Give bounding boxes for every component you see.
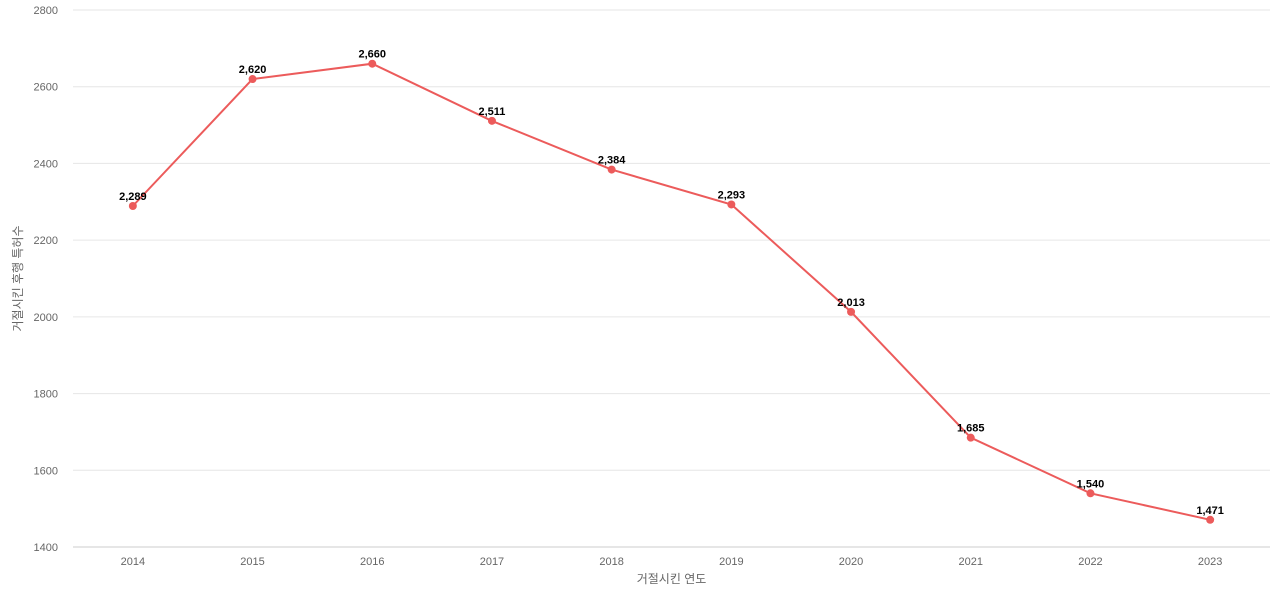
data-point[interactable] [248, 75, 257, 84]
data-label: 2,511 [478, 106, 505, 118]
y-tick-label: 2000 [34, 312, 58, 324]
x-tick-label: 2019 [719, 556, 743, 568]
x-tick-label: 2020 [839, 556, 863, 568]
x-tick-label: 2021 [959, 556, 983, 568]
grid [73, 9, 1270, 548]
y-tick-label: 1400 [34, 542, 58, 554]
data-point[interactable] [727, 200, 736, 209]
data-label: 1,540 [1077, 478, 1105, 490]
y-tick-label: 1600 [34, 465, 58, 477]
y-tick-label: 2200 [34, 235, 58, 247]
data-label: 2,013 [837, 297, 865, 309]
data-point[interactable] [128, 202, 137, 211]
data-point[interactable] [368, 59, 377, 68]
data-label: 1,471 [1196, 505, 1224, 517]
data-label: 2,660 [358, 49, 386, 61]
x-axis-title: 거절시킨 연도 [637, 572, 707, 586]
data-point[interactable] [1206, 515, 1215, 524]
y-axis-ticks: 1400 1600 1800 2000 2200 2400 2600 2800 [34, 5, 58, 554]
x-tick-label: 2018 [599, 556, 623, 568]
data-label: 2,293 [718, 189, 746, 201]
y-tick-label: 1800 [34, 389, 58, 401]
data-point[interactable] [607, 165, 616, 174]
x-tick-label: 2015 [240, 556, 264, 568]
y-tick-label: 2400 [34, 158, 58, 170]
y-axis-title: 거절시킨 후행 특허수 [10, 225, 25, 331]
data-point[interactable] [847, 307, 856, 316]
series [128, 59, 1215, 524]
y-tick-label: 2600 [34, 82, 58, 94]
x-tick-label: 2016 [360, 556, 384, 568]
data-label: 2,289 [119, 191, 147, 203]
data-point[interactable] [487, 116, 496, 125]
y-tick-label: 2800 [34, 5, 58, 17]
data-labels: 2,289 2,620 2,660 2,511 2,384 2,293 2,013 1,685… [119, 49, 1224, 517]
data-label: 2,384 [598, 155, 626, 167]
x-tick-label: 2023 [1198, 556, 1222, 568]
data-label: 1,685 [957, 423, 985, 435]
data-point[interactable] [1086, 489, 1095, 498]
x-tick-label: 2017 [480, 556, 504, 568]
data-label: 2,620 [239, 64, 267, 76]
x-tick-label: 2014 [121, 556, 145, 568]
x-tick-label: 2022 [1078, 556, 1102, 568]
series-line [132, 62, 1211, 521]
x-axis-ticks: 2014 2015 2016 2017 2018 2019 2020 2021 2022 2023 [121, 556, 1223, 568]
data-point[interactable] [966, 433, 975, 442]
